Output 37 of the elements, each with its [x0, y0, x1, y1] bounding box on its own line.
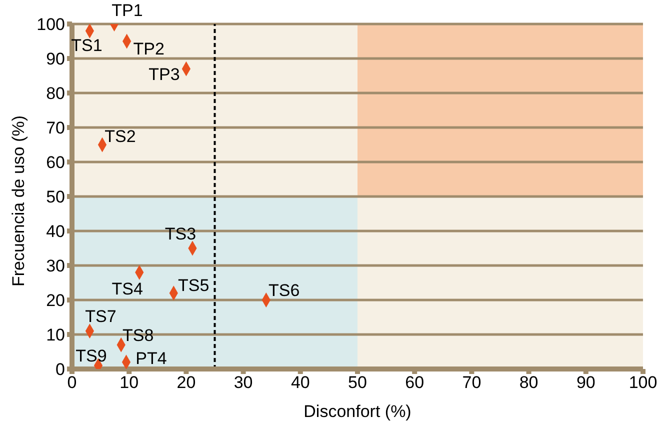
x-tick-label: 40 [290, 373, 310, 392]
x-axis-title: Disconfort (%) [304, 402, 412, 421]
annotation: TS7 [85, 307, 116, 326]
annotation: TP2 [133, 39, 164, 58]
y-axis-title: Frecuencia de uso (%) [9, 115, 28, 286]
annotation: TS5 [178, 276, 210, 296]
x-tick-label: 80 [519, 373, 538, 392]
y-tick-label: 10 [46, 326, 65, 345]
annotation: TP1 [112, 1, 143, 20]
annotation: TS6 [268, 281, 300, 300]
x-tick-label: 50 [348, 373, 367, 392]
x-tick-label: 100 [628, 373, 658, 392]
x-tick-label: 20 [176, 373, 196, 392]
y-tick-label: 60 [46, 153, 65, 172]
annotation: TS3 [164, 224, 196, 244]
y-tick-label: 70 [46, 118, 65, 138]
x-tick-label: 30 [234, 373, 253, 392]
annotation: TS2 [104, 126, 136, 146]
annotation: TS4 [112, 279, 143, 298]
y-tick-label: 50 [46, 188, 65, 207]
y-tick-label: 90 [46, 50, 65, 69]
x-tick-label: 60 [405, 373, 424, 392]
annotation: TS1 [71, 36, 102, 55]
y-tick-label: 40 [46, 222, 65, 242]
y-tick-label: 80 [46, 84, 65, 104]
annotation: TP3 [148, 64, 180, 84]
y-tick-label: 0 [56, 360, 65, 380]
y-tick-label: 30 [46, 256, 65, 276]
x-tick-label: 0 [67, 373, 77, 392]
y-tick-label: 20 [46, 291, 65, 310]
x-tick-label: 70 [462, 373, 482, 392]
y-tick-label: 100 [36, 15, 65, 34]
x-tick-label: 10 [120, 373, 139, 392]
x-tick-label: 90 [576, 373, 596, 392]
annotation: TS9 [76, 346, 107, 366]
annotation: TS8 [122, 326, 154, 345]
annotation: PT4 [136, 349, 167, 368]
